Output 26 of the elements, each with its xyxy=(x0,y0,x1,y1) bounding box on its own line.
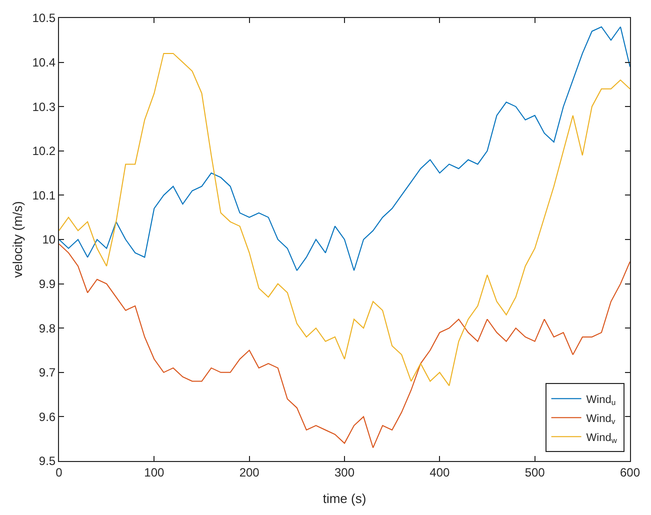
y-tick-label: 9.9 xyxy=(38,277,56,291)
x-tick-label: 300 xyxy=(334,465,355,480)
x-axis-title: time (s) xyxy=(322,491,366,506)
y-tick-label: 9.7 xyxy=(38,366,56,380)
y-tick-label: 10 xyxy=(42,232,56,247)
y-tick-label: 10.5 xyxy=(32,11,56,26)
y-tick-label: 10.2 xyxy=(32,144,56,158)
line-series xyxy=(59,52,630,386)
y-axis-title: velocity (m/s) xyxy=(10,201,26,278)
y-tick-label: 10.4 xyxy=(32,56,56,70)
x-tick-label: 100 xyxy=(144,465,164,480)
y-tick-label: 10.3 xyxy=(32,100,56,114)
y-tick-label: 10.1 xyxy=(32,188,56,202)
x-tick-label: 200 xyxy=(239,465,260,480)
legend-label: Wind$_{u}$ xyxy=(586,394,616,408)
x-tick-label: 500 xyxy=(524,465,546,480)
y-tick-label: 9.8 xyxy=(38,321,56,336)
line-series xyxy=(59,26,630,272)
x-tick-label: 0 xyxy=(56,465,63,480)
legend-label: Wind$_{v}$ xyxy=(586,412,616,426)
line-series xyxy=(59,243,630,448)
y-tick-label: 9.5 xyxy=(38,454,56,468)
x-tick-label: 600 xyxy=(620,465,640,480)
y-tick-label: 9.6 xyxy=(38,410,56,424)
legend-label: Wind$_{w}$ xyxy=(586,432,618,446)
x-tick-label: 400 xyxy=(430,465,450,480)
